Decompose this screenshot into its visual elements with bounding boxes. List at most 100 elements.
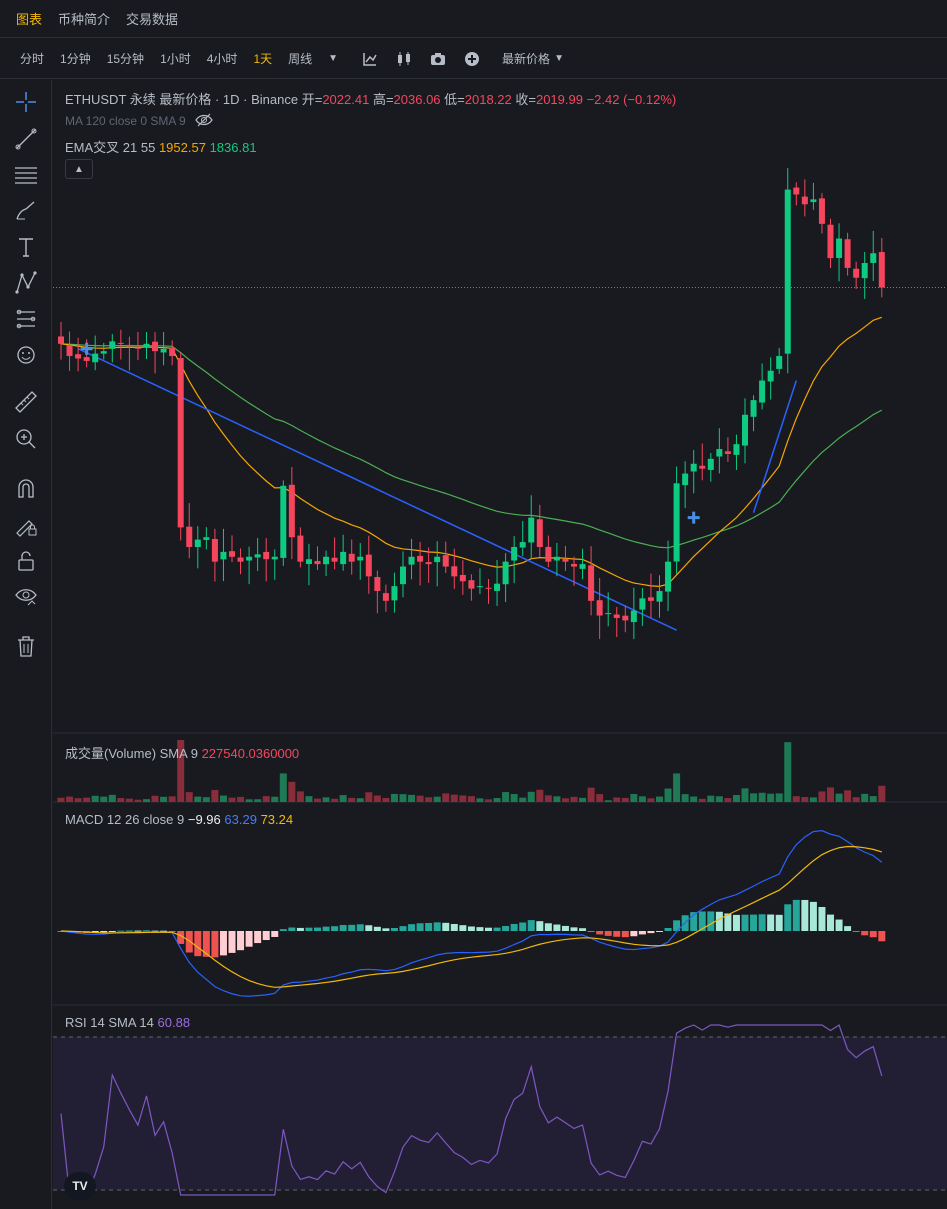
volume-bar xyxy=(724,798,732,802)
volume-bar xyxy=(262,796,270,802)
volume-bar xyxy=(536,789,544,802)
price-type-select[interactable]: 最新价格 xyxy=(502,52,551,66)
volume-bar xyxy=(630,794,638,802)
volume-bar xyxy=(356,798,364,802)
add-plus-icon[interactable] xyxy=(464,51,480,67)
macd-hist-bar xyxy=(237,931,245,951)
ema55-line xyxy=(60,343,883,549)
ruler-icon[interactable] xyxy=(14,390,38,414)
crosshair-icon[interactable] xyxy=(14,90,38,114)
candle-body xyxy=(220,551,227,560)
candle-body xyxy=(742,414,748,446)
candle-body xyxy=(126,344,133,347)
interval-1d[interactable]: 1天 xyxy=(253,52,273,66)
volume-bar xyxy=(707,795,715,802)
volume-bar xyxy=(698,798,706,802)
interval-1m[interactable]: 1分钟 xyxy=(60,52,91,66)
volume-bar xyxy=(596,794,604,802)
macd-hist-bar xyxy=(827,914,834,931)
interval-1h[interactable]: 1小时 xyxy=(160,52,191,66)
price-type-chevron-icon[interactable]: ▼ xyxy=(554,53,564,64)
volume-bar xyxy=(74,798,82,802)
more-intervals-chevron-icon[interactable]: ▼ xyxy=(328,53,339,64)
trend-line-icon[interactable] xyxy=(14,127,38,151)
collapse-legend-chevron-up-icon[interactable]: ▲ xyxy=(65,159,93,179)
volume-bar xyxy=(835,793,843,802)
macd-hist-bar xyxy=(664,927,672,931)
macd-hist-bar xyxy=(91,931,99,933)
macd-hist-bar xyxy=(818,906,826,931)
drawing-toolbar xyxy=(0,80,52,1209)
volume-bar xyxy=(673,773,681,802)
candle-body xyxy=(613,614,620,618)
macd-hist-bar xyxy=(390,927,398,931)
volume-bar xyxy=(373,795,381,802)
macd-hist-bar xyxy=(425,922,433,931)
candle-body xyxy=(682,473,689,486)
ema-label: EMA交叉 21 55 xyxy=(65,140,156,155)
interval-1w[interactable]: 周线 xyxy=(288,52,313,66)
macd-hist-bar xyxy=(792,899,800,931)
chart-area[interactable]: ETHUSDT 永续 最新价格 · 1D · Binance 开=2022.41… xyxy=(53,80,947,1209)
prediction-icon[interactable] xyxy=(14,307,38,331)
macd-hist-bar xyxy=(861,931,869,936)
volume-bar xyxy=(83,797,91,802)
hidden-eye-icon[interactable] xyxy=(195,113,214,130)
tab-chart[interactable]: 图表 xyxy=(16,12,43,27)
magnet-icon[interactable] xyxy=(14,477,38,501)
candle-body xyxy=(365,554,372,577)
candle-body xyxy=(571,563,577,567)
chart-canvas[interactable] xyxy=(53,80,947,1209)
unlock-icon[interactable] xyxy=(14,549,38,573)
macd-hist-bar xyxy=(656,931,663,932)
macd-hist-bar xyxy=(630,931,638,937)
chart-type-candles-icon[interactable] xyxy=(396,51,412,67)
emoji-icon[interactable] xyxy=(14,343,38,367)
volume-bar xyxy=(177,740,185,802)
volume-bar xyxy=(604,800,612,802)
volume-bar xyxy=(185,792,193,802)
volume-bar xyxy=(66,796,74,802)
candle-body xyxy=(331,557,338,562)
candle-body xyxy=(818,198,825,224)
volume-bar xyxy=(553,796,561,802)
symbol-title[interactable]: ETHUSDT 永续 最新价格 · 1D · Binance xyxy=(65,92,299,107)
candle-body xyxy=(562,558,569,562)
lock-drawing-icon[interactable] xyxy=(14,513,38,537)
macd-hist-bar xyxy=(348,924,356,931)
candle-body xyxy=(83,357,90,361)
tab-trading-data[interactable]: 交易数据 xyxy=(126,12,179,27)
brush-icon[interactable] xyxy=(14,199,38,223)
indicators-icon[interactable] xyxy=(362,51,378,67)
candle-body xyxy=(280,485,287,558)
volume-bar xyxy=(211,789,219,802)
volume-bar xyxy=(638,796,646,802)
macd-hist-bar xyxy=(784,904,792,931)
camera-icon[interactable] xyxy=(430,51,446,67)
interval-timeline[interactable]: 分时 xyxy=(20,52,45,66)
interval-15m[interactable]: 15分钟 xyxy=(106,52,145,66)
candle-body xyxy=(237,557,244,562)
volume-bar xyxy=(775,793,783,802)
pattern-icon[interactable] xyxy=(14,271,38,295)
tradingview-logo[interactable]: TV xyxy=(64,1172,96,1200)
volume-bar xyxy=(296,791,304,802)
zoom-in-icon[interactable] xyxy=(14,427,38,451)
close-label: 收= xyxy=(515,92,536,107)
trash-icon[interactable] xyxy=(14,634,38,658)
volume-bar xyxy=(621,797,629,802)
horizontal-lines-icon[interactable] xyxy=(14,163,38,187)
candle-body xyxy=(160,348,167,353)
candle-body xyxy=(117,342,124,344)
macd-hist-bar xyxy=(613,931,621,937)
macd-hist-bar xyxy=(382,928,390,931)
eye-icon[interactable] xyxy=(14,585,38,609)
text-tool-icon[interactable] xyxy=(14,235,38,259)
close-value: 2019.99 xyxy=(535,92,583,107)
interval-4h[interactable]: 4小时 xyxy=(206,52,238,66)
candle-body xyxy=(297,535,304,562)
volume-bar xyxy=(151,795,159,802)
candle-body xyxy=(58,336,64,344)
tab-coin-info[interactable]: 币种简介 xyxy=(58,12,111,27)
candle-body xyxy=(759,380,766,403)
